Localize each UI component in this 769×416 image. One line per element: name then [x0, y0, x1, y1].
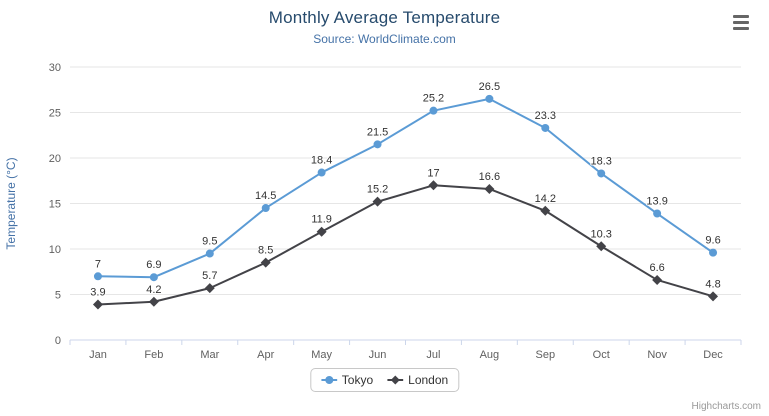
hamburger-bar	[733, 20, 749, 24]
data-label-london: 16.6	[479, 171, 500, 183]
data-label-london: 11.9	[311, 214, 332, 226]
data-point-tokyo[interactable]	[373, 140, 382, 149]
svg-text:Feb: Feb	[144, 349, 163, 361]
data-label-tokyo: 21.5	[367, 126, 388, 138]
data-label-london: 3.9	[90, 287, 105, 299]
data-point-tokyo[interactable]	[317, 168, 326, 177]
legend-marker-tokyo	[320, 376, 337, 384]
data-label-london: 4.8	[705, 278, 720, 290]
svg-text:Apr: Apr	[257, 349, 274, 361]
data-label-tokyo: 9.5	[202, 236, 217, 248]
data-label-tokyo: 13.9	[646, 196, 667, 208]
data-label-tokyo: 14.5	[255, 190, 276, 202]
svg-text:25: 25	[49, 108, 61, 120]
series-tokyo: 7 6.9 9.5 14.5 18.4 21.5 25.2 26.5 23.3 18.3 13.9 9…	[93, 80, 722, 282]
data-label-tokyo: 25.2	[423, 93, 444, 105]
data-label-tokyo: 9.6	[705, 235, 720, 247]
data-point-london[interactable]	[148, 296, 159, 307]
data-point-london[interactable]	[372, 196, 383, 207]
legend-label-london: London	[408, 373, 449, 387]
series-line-london	[97, 184, 714, 306]
data-point-tokyo[interactable]	[261, 204, 270, 213]
svg-text:Nov: Nov	[647, 349, 667, 361]
hamburger-bar	[733, 26, 749, 30]
data-label-tokyo: 7	[95, 258, 101, 270]
data-point-london[interactable]	[596, 241, 607, 252]
data-label-london: 4.2	[146, 284, 161, 296]
data-label-tokyo: 23.3	[535, 110, 556, 122]
data-label-london: 6.6	[649, 262, 664, 274]
svg-text:Dec: Dec	[703, 349, 723, 361]
svg-text:Oct: Oct	[593, 349, 610, 361]
data-point-london[interactable]	[540, 205, 551, 216]
hamburger-icon[interactable]	[728, 11, 754, 33]
data-label-london: 10.3	[590, 228, 611, 240]
legend-marker-london	[387, 375, 404, 385]
svg-text:Jan: Jan	[89, 349, 107, 361]
svg-text:20: 20	[49, 153, 61, 165]
legend-item-london[interactable]: London	[387, 373, 448, 387]
svg-text:Aug: Aug	[480, 349, 500, 361]
series-london: 3.9 4.2 5.7 8.5 11.9 15.2 17 16.6 14.2 10.3 6.6 4.8	[89, 166, 722, 310]
data-point-london[interactable]	[260, 257, 271, 268]
y-axis-title: Temperature (°C)	[4, 157, 18, 249]
data-point-london[interactable]	[652, 274, 663, 285]
data-point-tokyo[interactable]	[149, 273, 158, 282]
y-axis-labels: 0 5 10 15 20 25 30	[49, 62, 61, 347]
data-point-london[interactable]	[708, 291, 719, 302]
svg-text:30: 30	[49, 62, 61, 74]
data-point-london[interactable]	[92, 299, 103, 310]
svg-text:Mar: Mar	[200, 349, 219, 361]
x-axis: Jan Feb Mar Apr May Jun Jul Aug Sep Oct Nov Dec	[69, 339, 742, 361]
credits-link[interactable]: Highcharts.com	[691, 401, 761, 412]
data-point-tokyo[interactable]	[709, 248, 718, 257]
data-label-tokyo: 26.5	[479, 81, 500, 93]
svg-text:5: 5	[55, 290, 61, 302]
data-label-tokyo: 18.4	[311, 155, 332, 167]
svg-text:0: 0	[55, 335, 61, 347]
data-label-tokyo: 18.3	[590, 155, 611, 167]
data-point-tokyo[interactable]	[541, 123, 550, 132]
data-point-tokyo[interactable]	[653, 209, 662, 218]
data-point-tokyo[interactable]	[597, 169, 606, 178]
data-point-tokyo[interactable]	[485, 94, 494, 103]
hamburger-bar	[733, 14, 749, 18]
data-label-london: 8.5	[258, 245, 273, 257]
data-point-tokyo[interactable]	[205, 249, 214, 258]
series-line-tokyo	[97, 97, 714, 279]
chart-title: Monthly Average Temperature	[268, 8, 501, 27]
legend-item-tokyo[interactable]: Tokyo	[320, 373, 374, 387]
data-point-london[interactable]	[316, 226, 327, 237]
svg-text:Jul: Jul	[426, 349, 440, 361]
data-point-london[interactable]	[484, 183, 495, 194]
svg-text:15: 15	[49, 199, 61, 211]
data-point-tokyo[interactable]	[429, 106, 438, 115]
legend: Tokyo London	[309, 368, 460, 392]
gridlines	[70, 66, 741, 341]
svg-text:May: May	[311, 349, 332, 361]
data-label-london: 17	[427, 167, 439, 179]
data-label-london: 15.2	[367, 184, 388, 196]
data-point-london[interactable]	[204, 283, 215, 294]
data-point-tokyo[interactable]	[93, 272, 102, 281]
data-label-london: 5.7	[202, 270, 217, 282]
legend-label-tokyo: Tokyo	[341, 373, 374, 387]
chart-subtitle: Source: WorldClimate.com	[313, 32, 456, 46]
svg-text:10: 10	[49, 244, 61, 256]
svg-text:Jun: Jun	[369, 349, 387, 361]
data-label-london: 14.2	[535, 193, 556, 205]
data-point-london[interactable]	[428, 180, 439, 191]
data-label-tokyo: 6.9	[146, 259, 161, 271]
svg-text:Sep: Sep	[536, 349, 556, 361]
